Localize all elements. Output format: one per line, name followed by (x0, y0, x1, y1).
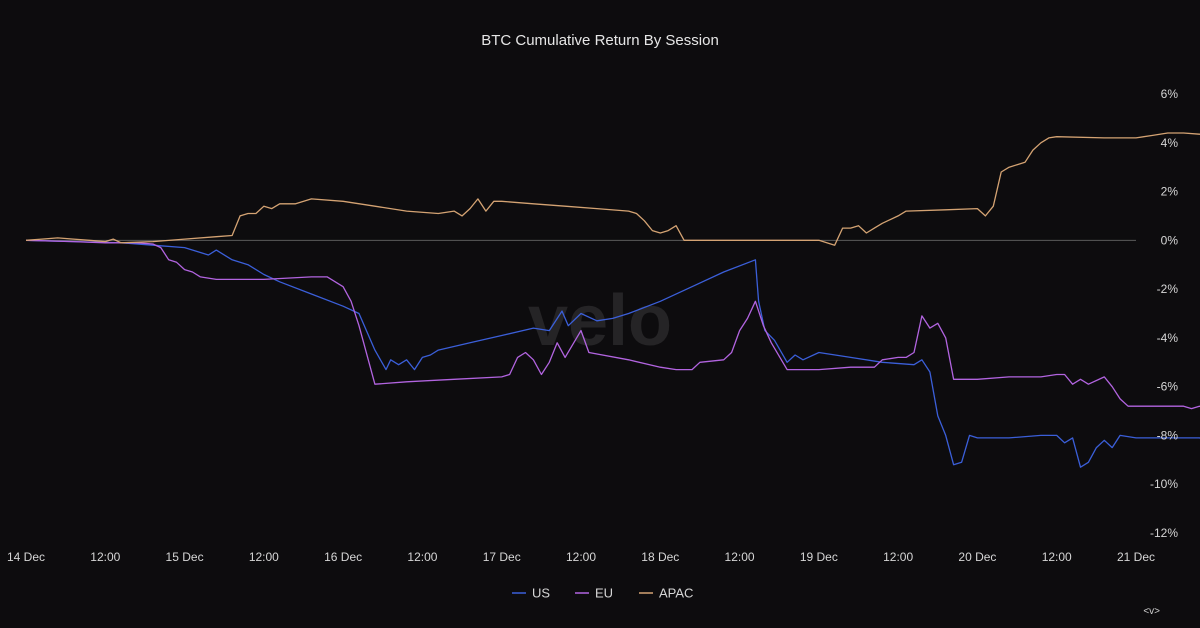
y-axis: 6% 4% 2% 0% -2% -4% -6% -8% -10% -12% (1150, 87, 1178, 540)
x-tick-label: 21 Dec (1117, 550, 1155, 564)
x-tick-label: 12:00 (1042, 550, 1072, 564)
y-tick-label: -10% (1150, 477, 1178, 491)
legend-label-us[interactable]: US (532, 586, 550, 601)
y-tick-label: 6% (1161, 87, 1179, 101)
watermark-logo: velo (528, 281, 672, 361)
x-axis: 14 Dec 12:00 15 Dec 12:00 16 Dec 12:00 17 Dec 1… (7, 550, 1155, 564)
series-line-apac (25, 132, 1200, 246)
series-line-us (25, 239, 1200, 468)
x-tick-label: 15 Dec (166, 550, 204, 564)
legend-label-apac[interactable]: APAC (659, 586, 693, 601)
x-tick-label: 12:00 (249, 550, 279, 564)
x-tick-label: 12:00 (90, 550, 120, 564)
y-tick-label: -8% (1157, 428, 1179, 442)
y-tick-label: -4% (1157, 331, 1179, 345)
y-tick-label: 2% (1161, 185, 1179, 199)
x-tick-label: 19 Dec (800, 550, 838, 564)
corner-label: <v> (1143, 606, 1160, 617)
y-tick-label: -12% (1150, 526, 1178, 540)
legend-label-eu[interactable]: EU (595, 586, 613, 601)
chart-title: BTC Cumulative Return By Session (481, 32, 719, 49)
x-tick-label: 12:00 (566, 550, 596, 564)
y-tick-label: 4% (1161, 136, 1179, 150)
x-tick-label: 12:00 (883, 550, 913, 564)
x-tick-label: 18 Dec (641, 550, 679, 564)
series-group (25, 132, 1200, 468)
x-tick-label: 14 Dec (7, 550, 45, 564)
legend: US EU APAC (512, 586, 693, 601)
series-line-eu (25, 239, 1200, 410)
y-tick-label: 0% (1161, 233, 1179, 247)
y-tick-label: -6% (1157, 380, 1179, 394)
x-tick-label: 16 Dec (324, 550, 362, 564)
x-tick-label: 12:00 (407, 550, 437, 564)
y-tick-label: -2% (1157, 282, 1179, 296)
x-tick-label: 17 Dec (483, 550, 521, 564)
x-tick-label: 12:00 (725, 550, 755, 564)
x-tick-label: 20 Dec (958, 550, 996, 564)
